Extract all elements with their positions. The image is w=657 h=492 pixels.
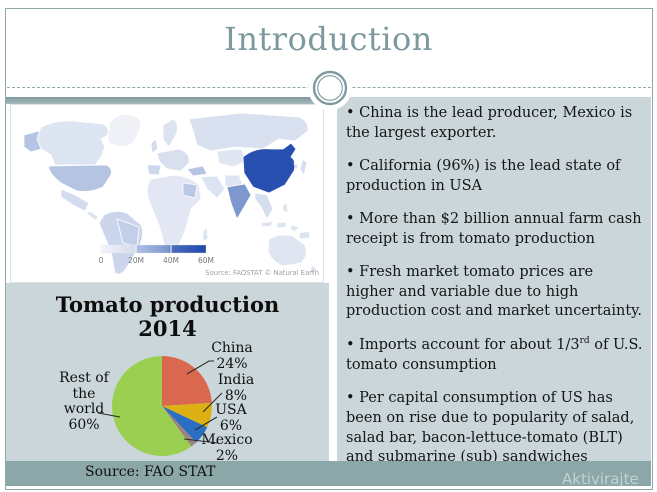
pie-slice-mexico: [162, 406, 197, 447]
world-map-figure: 0 20M 40M 60M Source: FAOSTAT © Natural …: [10, 104, 324, 283]
legend-tick: 60M: [198, 256, 214, 265]
circle-ornament-icon: [312, 70, 348, 106]
country-mexico: [60, 188, 90, 212]
pie-label-china: China 24%: [211, 340, 253, 372]
country-australia: [267, 234, 307, 267]
country-india: [226, 183, 252, 220]
bullet-item: • Imports account for about 1/3rd of U.S…: [346, 336, 643, 374]
continent-europe: [156, 148, 190, 172]
pie-slice-rest: [111, 356, 192, 456]
pie-slice-usa: [162, 406, 208, 443]
activation-watermark: Aktivirajte: [562, 470, 639, 488]
country-greenland: [107, 113, 141, 147]
country-canada: [36, 120, 109, 166]
pie-label-india: India 8%: [217, 372, 255, 404]
bullet-item: • California (96%) is the lead state of …: [346, 157, 621, 194]
map-colorbar: [100, 244, 207, 254]
map-colorbar-legend: 0 20M 40M 60M Source: FAOSTAT © Natural …: [99, 244, 319, 277]
bullet-text-panel: • China is the lead producer, Mexico is …: [337, 97, 651, 465]
country-china: [242, 142, 297, 194]
circle-ornament-halo: [308, 66, 352, 110]
legend-tick: 40M: [163, 256, 179, 265]
country-japan: [299, 158, 308, 176]
bullet-item: • Per capital consumption of US has been…: [346, 390, 635, 466]
pie-chart-figure: Tomato production 2014 China 24% India: [6, 283, 329, 464]
pie-source-caption: Source: FAO STAT: [85, 464, 216, 480]
pie-label-usa: USA 6%: [215, 402, 247, 434]
country-usa: [48, 164, 112, 192]
pie-label-mexico: Mexico 2%: [201, 432, 253, 464]
pie-label-rest-of-world: Rest of the world 60%: [59, 370, 109, 433]
bottom-accent-bar: Source: FAO STAT: [6, 461, 651, 486]
bullet-item: • China is the lead producer, Mexico is …: [346, 105, 633, 141]
left-accent-strip: [6, 97, 319, 104]
page-title: Introduction: [224, 20, 433, 58]
legend-tick: 0: [99, 256, 104, 265]
map-source: Source: FAOSTAT © Natural Earth: [205, 269, 319, 277]
pie-slice-china: [162, 356, 212, 406]
bullet-item: • More than $2 billion annual farm cash …: [346, 210, 642, 247]
country-russia: [188, 112, 309, 152]
map-landmasses: [23, 112, 317, 276]
legend-tick: 20M: [128, 256, 144, 265]
country-turkey: [186, 165, 208, 177]
world-map: 0 20M 40M 60M Source: FAOSTAT © Natural …: [23, 112, 319, 277]
pie-chart-title: Tomato production 2014: [55, 292, 280, 341]
bullet-item: • Fresh market tomato prices are higher …: [346, 263, 643, 320]
country-egypt: [182, 182, 198, 199]
